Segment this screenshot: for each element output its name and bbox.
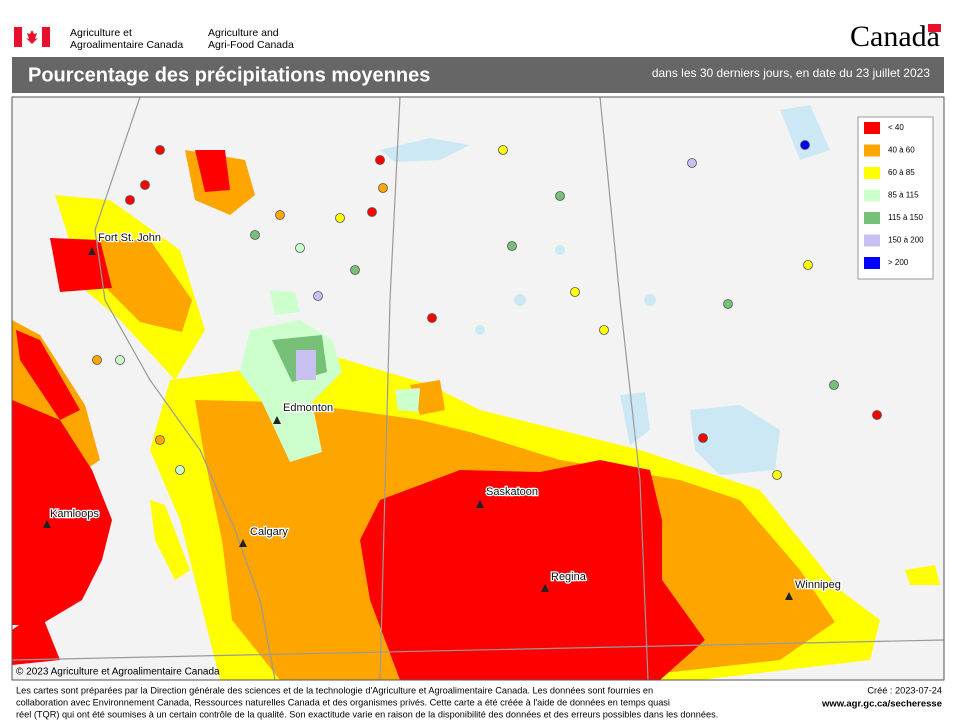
- city-label: Kamloops: [50, 508, 99, 520]
- map: © 2023 Agriculture et Agroalimentaire Ca…: [12, 97, 944, 680]
- agency-en: Agriculture and: [208, 27, 279, 39]
- title-bar: [12, 57, 944, 93]
- legend-swatch: [864, 122, 880, 134]
- city-marker: [785, 592, 793, 600]
- legend-label: 115 à 150: [888, 213, 924, 222]
- legend-label: < 40: [888, 123, 904, 132]
- zone-red: [12, 150, 705, 680]
- city-marker: [273, 416, 281, 424]
- legend-label: 60 à 85: [888, 168, 915, 177]
- flag: [14, 27, 50, 47]
- agency-fr: Agriculture et: [70, 27, 132, 39]
- city-marker: [541, 584, 549, 592]
- footer-text: réel (TQR) qui ont été soumises à un cer…: [16, 709, 718, 719]
- city-label: Regina: [551, 571, 587, 583]
- zone-lavender: [296, 350, 316, 380]
- city-marker: [43, 520, 51, 528]
- city-label: Edmonton: [283, 402, 333, 414]
- url: www.agr.gc.ca/secheresse: [821, 699, 942, 710]
- city-marker: [476, 500, 484, 508]
- wordmark: Canada: [850, 20, 940, 53]
- city-label: Winnipeg: [795, 579, 841, 591]
- legend-swatch: [864, 212, 880, 224]
- footer-text: collaboration avec Environnement Canada,…: [16, 697, 670, 707]
- city-label: Fort St. John: [98, 232, 161, 244]
- agency-fr: Agroalimentaire Canada: [70, 39, 183, 51]
- legend-swatch: [864, 189, 880, 202]
- subtitle: dans les 30 derniers jours, en date du 2…: [652, 66, 931, 80]
- stations: [92, 140, 882, 480]
- legend-label: 150 à 200: [888, 236, 924, 245]
- map-frame: [11, 96, 945, 681]
- city-label: Saskatoon: [486, 486, 538, 498]
- title: Pourcentage des précipitations moyennes: [28, 64, 430, 86]
- legend-label: 85 à 115: [888, 191, 919, 200]
- created-date: Créé : 2023-07-24: [867, 685, 942, 695]
- legend-swatch: [864, 234, 880, 247]
- footer-text: Les cartes sont préparées par la Directi…: [16, 685, 653, 695]
- legend: < 40 40 à 60 60 à 85 85 à 115 115 à 150 150 à…: [857, 116, 934, 280]
- wordmark-flag: [928, 24, 941, 32]
- copyright: © 2023 Agriculture et Agroalimentaire Ca…: [16, 667, 220, 678]
- legend-swatch: [864, 257, 880, 269]
- city-label: Calgary: [250, 526, 288, 538]
- agency-en: Agri-Food Canada: [208, 39, 294, 51]
- legend-label: > 200: [888, 258, 909, 267]
- city-marker: [88, 247, 96, 255]
- city-marker: [239, 539, 247, 547]
- legend-label: 40 à 60: [888, 146, 915, 155]
- legend-swatch: [864, 167, 880, 179]
- legend-swatch: [864, 144, 880, 157]
